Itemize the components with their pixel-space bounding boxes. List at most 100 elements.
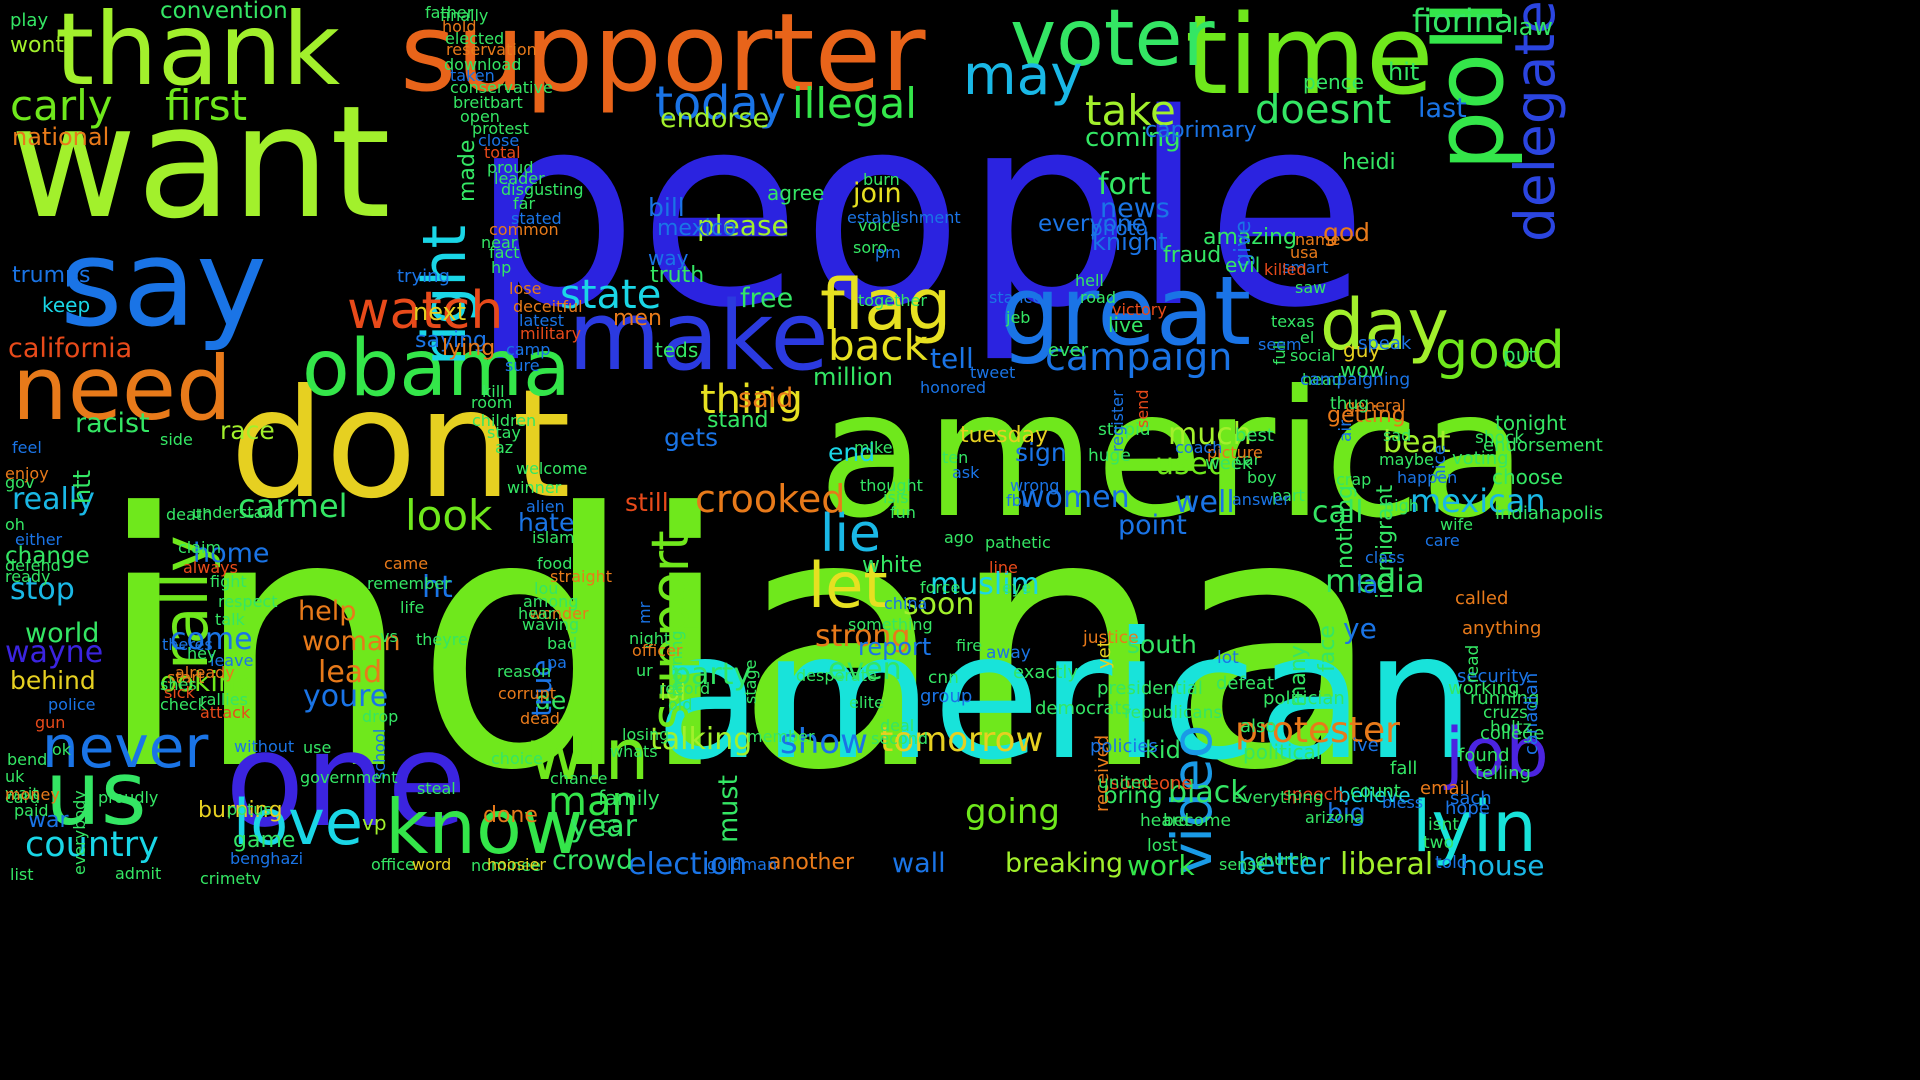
word-win: win xyxy=(528,714,650,796)
word-woman: woman xyxy=(302,626,401,657)
word-voice: voice xyxy=(858,216,901,235)
word-oh: oh xyxy=(5,515,25,534)
word-bring: bring xyxy=(1103,783,1163,809)
word-welcome: welcome xyxy=(516,459,588,478)
word-week: week xyxy=(1205,453,1253,474)
word-la: la xyxy=(1356,570,1379,599)
word-help: help xyxy=(298,596,357,627)
word-fraud: fraud xyxy=(1163,243,1222,268)
word-lou: lou xyxy=(534,579,559,598)
word-defeat: defeat xyxy=(1216,673,1274,694)
word-running: running xyxy=(1470,688,1540,709)
word-ur: ur xyxy=(636,661,653,680)
word-stay: stay xyxy=(487,423,521,442)
word-remember: remember xyxy=(367,574,451,593)
word-thank: thank xyxy=(55,0,341,108)
word-telling: telling xyxy=(1475,763,1531,784)
word-free: free xyxy=(740,283,794,314)
word-bless: bless xyxy=(1382,793,1424,812)
word-obama: obama xyxy=(302,324,571,414)
word-crap: crap xyxy=(1336,470,1372,489)
word-sign: sign xyxy=(1015,438,1067,467)
word-everyone: everyone xyxy=(1038,211,1146,237)
word-death: death xyxy=(166,505,213,524)
word-saying: saying xyxy=(415,328,487,353)
word-south: south xyxy=(1127,630,1197,659)
word-justice: justice xyxy=(1083,628,1139,648)
word-stupid: stupid xyxy=(1098,420,1151,440)
word-name: name xyxy=(1295,230,1341,249)
word-well: well xyxy=(1175,485,1235,520)
word-great: great xyxy=(1000,257,1252,367)
word-call: call xyxy=(1312,495,1364,530)
word-latest: latest xyxy=(519,311,564,330)
word-goldman: goldman xyxy=(707,855,778,874)
word-choice: choice xyxy=(491,749,543,768)
word-used: used xyxy=(1155,447,1228,482)
word-even: even xyxy=(828,652,902,687)
word-losing: losing xyxy=(622,725,670,744)
word-office: office xyxy=(371,855,415,874)
word-finally: finally xyxy=(440,6,489,25)
word-children: children xyxy=(472,411,537,430)
word-coach: coach xyxy=(1175,438,1223,457)
word-car: car xyxy=(1235,450,1261,469)
word-tomorrow: tomorrow xyxy=(880,720,1044,760)
word-lost: lost xyxy=(1147,836,1178,856)
word-uk: uk xyxy=(5,767,25,786)
word-beat: beat xyxy=(1383,425,1451,460)
word-class: class xyxy=(1365,548,1405,567)
word-htt: htt xyxy=(68,470,96,505)
word-far: far xyxy=(513,194,536,213)
word-ask: ask xyxy=(952,463,980,482)
word-anything: anything xyxy=(1462,618,1542,639)
word-killed: killed xyxy=(1264,260,1307,279)
word-exactly: exactly xyxy=(1013,662,1079,683)
word-two: two xyxy=(1423,833,1454,853)
word-indiana: indiana xyxy=(95,439,1385,847)
word-know: know xyxy=(385,783,584,871)
word-reason: reason xyxy=(497,662,552,681)
word-steal: steal xyxy=(417,779,456,798)
word-stop: stop xyxy=(10,572,75,607)
word-picture: picture xyxy=(1207,443,1263,462)
word-join: join xyxy=(853,178,902,209)
word-hold: hold xyxy=(442,17,477,36)
word-hope: hope xyxy=(1445,798,1490,819)
word-agree: agree xyxy=(767,181,825,205)
word-doesnt: doesnt xyxy=(1255,87,1392,133)
word-stated: stated xyxy=(511,209,562,228)
word-talking: talking xyxy=(650,722,753,757)
word-men: men xyxy=(613,306,662,331)
word-use: use xyxy=(303,738,332,757)
word-change: change xyxy=(5,543,90,569)
word-count: count xyxy=(1350,781,1401,802)
word-chance: chance xyxy=(550,769,608,788)
word-group: group xyxy=(920,686,973,707)
word-gets: gets xyxy=(664,423,719,452)
word-year: year xyxy=(570,809,637,844)
word-voter: voter xyxy=(1010,0,1215,84)
word-attack: attack xyxy=(200,703,251,722)
word-mike: mike xyxy=(854,438,893,457)
word-disgusting: disgusting xyxy=(501,180,584,199)
word-card: card xyxy=(5,788,41,807)
word-sure: sure xyxy=(505,356,540,375)
word-party: party xyxy=(672,657,752,692)
word-crooked: crooked xyxy=(695,477,846,521)
word-fire: fire xyxy=(956,636,983,655)
word-come: come xyxy=(170,622,253,657)
word-national: national xyxy=(12,123,110,151)
word-keep: keep xyxy=(42,293,91,317)
word-fun: fun xyxy=(890,503,916,522)
word-soon: soon xyxy=(903,587,975,622)
word-hoosier: hoosier xyxy=(487,855,546,874)
word-lead: lead xyxy=(318,655,383,690)
word-reservation: reservation xyxy=(446,40,537,59)
word-ca: ca xyxy=(600,813,624,837)
word-fbi: fbi xyxy=(1006,491,1027,510)
word-point: point xyxy=(1118,510,1187,541)
word-please: please xyxy=(697,209,789,242)
word-amazing: amazing xyxy=(1203,225,1297,250)
